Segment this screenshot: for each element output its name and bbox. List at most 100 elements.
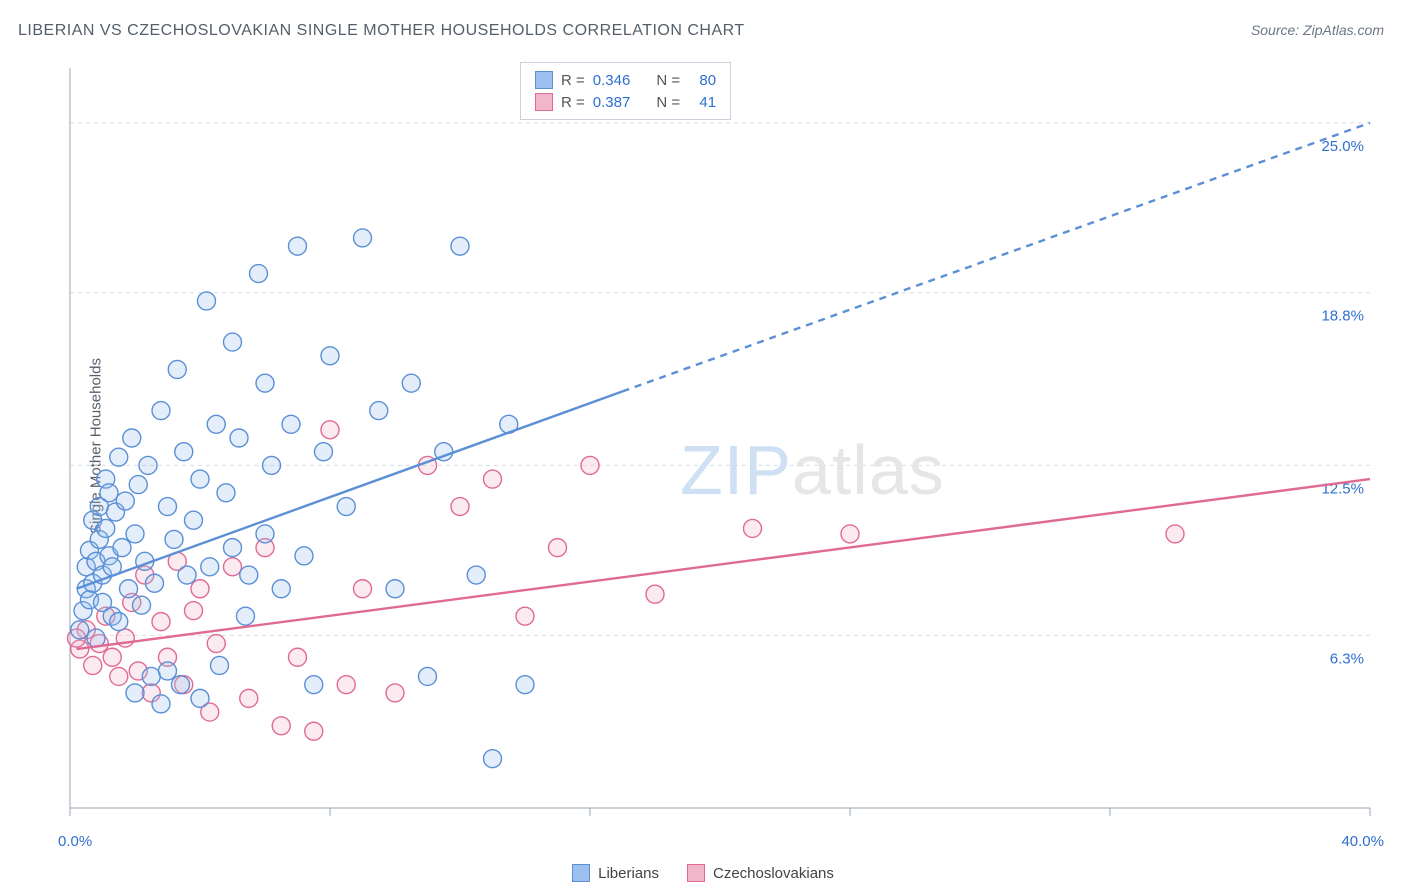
data-point [295,547,313,565]
data-point [126,684,144,702]
data-point [321,347,339,365]
data-point [289,648,307,666]
correlation-stats-box: R =0.346N =80R =0.387N =41 [520,62,731,120]
trend-line-extrapolated [623,123,1371,392]
data-point [224,333,242,351]
data-point [354,229,372,247]
data-point [841,525,859,543]
stat-row: R = 0.387 N = 41 [535,91,716,113]
scatter-plot: 6.3%12.5%18.8%25.0% [50,58,1388,840]
data-point [230,429,248,447]
stat-r-value: 0.387 [593,94,631,111]
data-point [110,613,128,631]
data-point [123,429,141,447]
data-point [146,574,164,592]
data-point [282,415,300,433]
data-point [191,689,209,707]
data-point [272,717,290,735]
data-point [211,656,229,674]
stat-r-value: 0.346 [593,72,631,89]
data-point [103,648,121,666]
data-point [185,602,203,620]
data-point [289,237,307,255]
data-point [263,456,281,474]
trend-line [77,391,623,588]
data-point [315,443,333,461]
y-gridline-label: 6.3% [1330,650,1364,667]
data-point [152,613,170,631]
data-point [256,525,274,543]
data-point [402,374,420,392]
legend-swatch [687,864,705,882]
stat-r-label: R = [561,72,585,89]
data-point [71,621,89,639]
data-point [110,448,128,466]
legend-item: Liberians [572,864,659,882]
data-point [207,635,225,653]
data-point [256,374,274,392]
data-point [175,443,193,461]
data-point [354,580,372,598]
data-point [217,484,235,502]
data-point [272,580,290,598]
data-point [1166,525,1184,543]
legend-item: Czechoslovakians [687,864,834,882]
data-point [516,607,534,625]
stat-n-label: N = [656,94,680,111]
data-point [250,265,268,283]
data-point [451,498,469,516]
data-point [386,580,404,598]
stat-r-label: R = [561,94,585,111]
data-point [152,402,170,420]
y-gridline-label: 18.8% [1321,308,1364,325]
stat-n-label: N = [656,72,680,89]
data-point [178,566,196,584]
data-point [484,750,502,768]
data-point [84,656,102,674]
data-point [581,456,599,474]
data-point [87,629,105,647]
y-gridline-label: 25.0% [1321,138,1364,155]
stat-n-value: 41 [688,94,716,111]
data-point [516,676,534,694]
data-point [370,402,388,420]
data-point [207,415,225,433]
source-attribution: Source: ZipAtlas.com [1251,22,1384,38]
data-point [224,558,242,576]
data-point [198,292,216,310]
data-point [549,539,567,557]
data-point [191,470,209,488]
data-point [419,667,437,685]
data-point [159,498,177,516]
data-point [240,566,258,584]
data-point [142,667,160,685]
data-point [110,667,128,685]
data-point [305,676,323,694]
data-point [191,580,209,598]
trend-line [77,479,1371,649]
legend-label: Liberians [598,865,659,882]
data-point [337,676,355,694]
data-point [224,539,242,557]
x-axis-max-label: 40.0% [1341,833,1384,850]
data-point [467,566,485,584]
data-point [152,695,170,713]
data-point [116,492,134,510]
data-point [201,558,219,576]
data-point [451,237,469,255]
data-point [321,421,339,439]
data-point [484,470,502,488]
data-point [159,662,177,680]
data-point [165,530,183,548]
data-point [100,484,118,502]
data-point [129,476,147,494]
data-point [126,525,144,543]
data-point [97,519,115,537]
data-point [744,519,762,537]
data-point [185,511,203,529]
data-point [646,585,664,603]
data-point [240,689,258,707]
series-swatch [535,71,553,89]
data-point [113,539,131,557]
legend-swatch [572,864,590,882]
